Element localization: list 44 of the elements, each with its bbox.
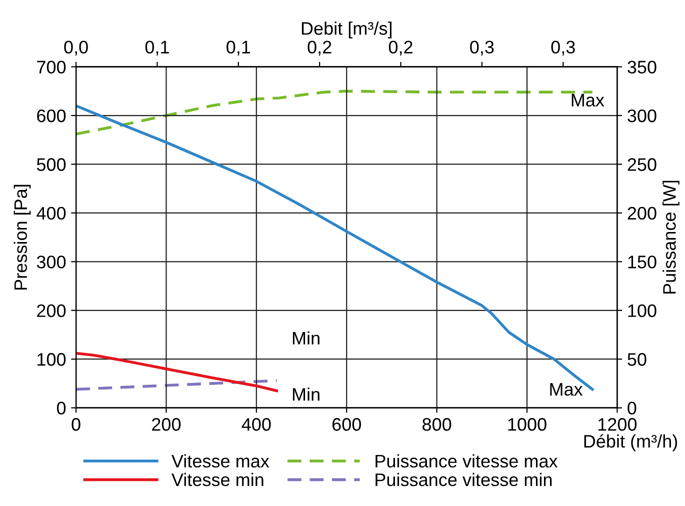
x2-tick-label: 0,2 <box>308 40 332 56</box>
y-tick-label: 0 <box>56 402 66 415</box>
legend-label: Puissance vitesse max <box>376 454 558 468</box>
y2-tick-label: 150 <box>628 256 656 268</box>
y-tick-label: 400 <box>36 206 66 220</box>
y2-tick-label: 0 <box>628 402 636 415</box>
y-tick-label: 100 <box>38 353 66 366</box>
annotation: Max <box>550 383 583 396</box>
y2-tick-label: 350 <box>628 60 656 74</box>
x2-tick-label: 0,1 <box>145 40 169 56</box>
annotation: Max <box>572 94 604 107</box>
legend-label: Vitesse max <box>171 454 270 468</box>
x-tick-label: 400 <box>242 418 271 431</box>
y2-tick-label: 200 <box>628 206 656 220</box>
annotation: Min <box>292 331 320 344</box>
x-tick-label: 200 <box>152 418 181 431</box>
x2-axis-title: Debit [m³/s] <box>302 22 392 38</box>
y-tick-label: 700 <box>37 60 66 74</box>
x2-tick-label: 0,1 <box>226 40 250 56</box>
y-axis-title: Pression [Pa] <box>14 184 31 290</box>
annotation: Min <box>292 388 320 401</box>
y2-tick-label: 100 <box>628 304 656 318</box>
y-tick-label: 500 <box>36 158 66 171</box>
y2-tick-label: 300 <box>628 109 656 122</box>
x-tick-label: 1000 <box>508 418 546 431</box>
x-tick-label: 600 <box>332 418 361 431</box>
y2-tick-label: 50 <box>628 353 646 366</box>
y-tick-label: 300 <box>36 256 66 268</box>
x-tick-label: 800 <box>422 418 452 431</box>
line-series <box>76 352 278 392</box>
y2-axis-title: Puissance [W] <box>662 180 680 294</box>
legend-label: Puissance vitesse min <box>376 472 552 486</box>
x-tick-label: 1200 <box>598 418 637 431</box>
y-tick-label: 600 <box>37 109 66 122</box>
x-axis-title: Débit (m³/h) <box>584 434 678 452</box>
legend-label: Vitesse min <box>171 472 264 486</box>
x2-tick-label: 0,2 <box>388 40 412 56</box>
x-tick-label: 0 <box>72 418 80 431</box>
x2-tick-label: 0,3 <box>551 40 575 56</box>
x2-tick-label: 0,0 <box>64 40 88 56</box>
y-tick-label: 200 <box>37 304 66 318</box>
line-series <box>76 379 278 391</box>
y2-tick-label: 250 <box>628 158 656 171</box>
x2-tick-label: 0,3 <box>470 40 494 56</box>
